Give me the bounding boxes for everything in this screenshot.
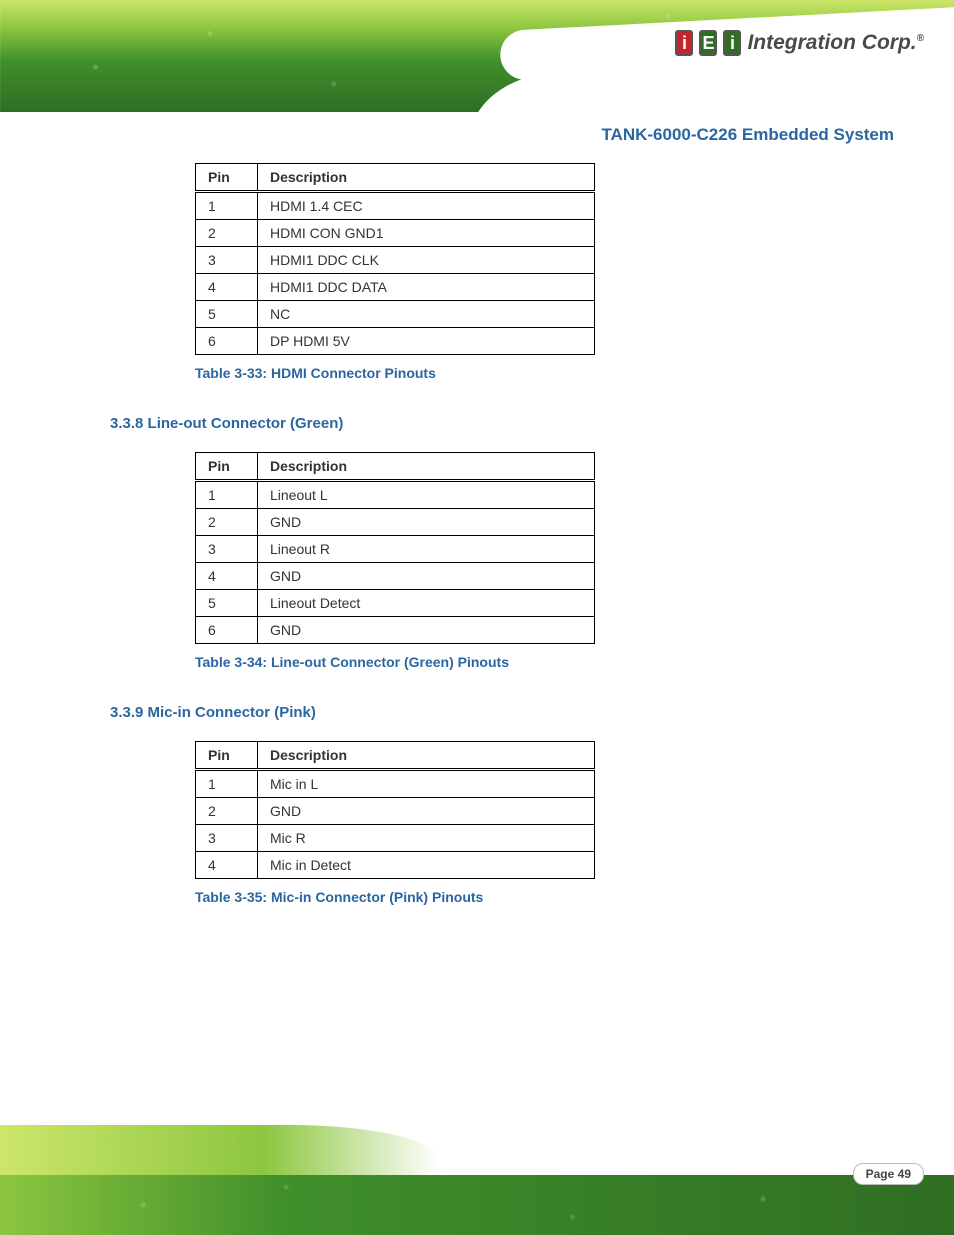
- table-3-34: Pin Description 1Lineout L 2GND 3Lineout…: [195, 452, 595, 644]
- table-row: 4HDMI1 DDC DATA: [196, 274, 595, 301]
- table-row: 2GND: [196, 798, 595, 825]
- table-row: 4Mic in Detect: [196, 852, 595, 879]
- caption-3-35: Table 3-35: Mic-in Connector (Pink) Pino…: [195, 889, 894, 905]
- col-pin: Pin: [196, 164, 258, 192]
- table-3-33: Pin Description 1HDMI 1.4 CEC 2HDMI CON …: [195, 163, 595, 355]
- logo-text: Integration Corp.®: [747, 31, 924, 55]
- table-row: 3Mic R: [196, 825, 595, 852]
- caption-3-34: Table 3-34: Line-out Connector (Green) P…: [195, 654, 894, 670]
- table-row: 3Lineout R: [196, 536, 595, 563]
- col-pin: Pin: [196, 453, 258, 481]
- section-heading-3-3-8: 3.3.8 Line-out Connector (Green): [110, 415, 894, 432]
- col-pin: Pin: [196, 742, 258, 770]
- footer-texture: [0, 1175, 954, 1235]
- table-3-35: Pin Description 1Mic in L 2GND 3Mic R 4M…: [195, 741, 595, 879]
- table-row: 5NC: [196, 301, 595, 328]
- table-row: 2GND: [196, 509, 595, 536]
- table-row: 3HDMI1 DDC CLK: [196, 247, 595, 274]
- table-row: 6DP HDMI 5V: [196, 328, 595, 355]
- table-row: 1Lineout L: [196, 481, 595, 509]
- page-number: Page 49: [853, 1163, 924, 1185]
- table-row: 5Lineout Detect: [196, 590, 595, 617]
- footer-banner: Page 49: [0, 1117, 954, 1235]
- brand-logo: i E i Integration Corp.®: [675, 30, 924, 56]
- table-row: 1Mic in L: [196, 770, 595, 798]
- logo-block-2: E: [699, 30, 717, 56]
- logo-block-3: i: [723, 30, 741, 56]
- table-row: 2HDMI CON GND1: [196, 220, 595, 247]
- page-title: TANK-6000-C226 Embedded System: [110, 125, 894, 145]
- col-desc: Description: [258, 742, 595, 770]
- table-row: 6GND: [196, 617, 595, 644]
- header-banner: i E i Integration Corp.®: [0, 0, 954, 112]
- footer-band: [0, 1175, 954, 1235]
- caption-3-33: Table 3-33: HDMI Connector Pinouts: [195, 365, 894, 381]
- table-row: 4GND: [196, 563, 595, 590]
- col-desc: Description: [258, 164, 595, 192]
- col-desc: Description: [258, 453, 595, 481]
- table-row: 1HDMI 1.4 CEC: [196, 192, 595, 220]
- logo-block-1: i: [675, 30, 693, 56]
- page-content: TANK-6000-C226 Embedded System Pin Descr…: [110, 125, 894, 939]
- section-heading-3-3-9: 3.3.9 Mic-in Connector (Pink): [110, 704, 894, 721]
